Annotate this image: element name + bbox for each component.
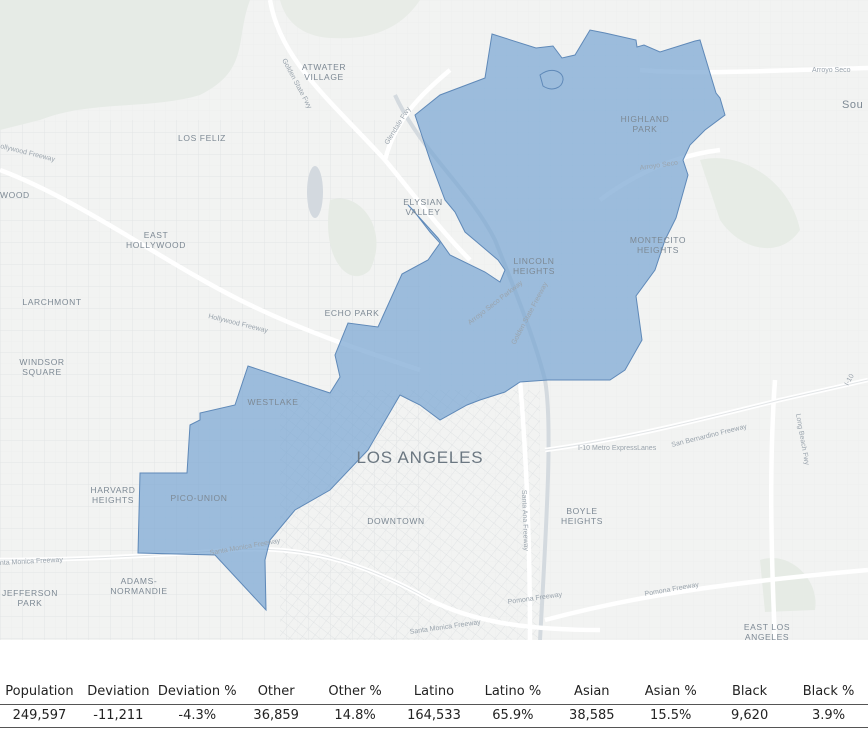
stats-value-cell: -4.3%: [157, 704, 237, 728]
district-stats-table: Population Deviation Deviation % Other Other…: [0, 680, 868, 728]
stats-value-cell: 38,585: [552, 704, 632, 728]
stats-header-cell: Black %: [802, 684, 855, 699]
label-east-hollywood-1: EAST: [144, 230, 169, 240]
stats-header-cell: Population: [5, 684, 74, 699]
label-los-angeles: LOS ANGELES: [357, 448, 484, 467]
label-wood-partial: WOOD: [0, 190, 30, 200]
road-santa-monica-left: nta Monica Freeway: [0, 557, 64, 567]
label-boyle-heights-1: BOYLE: [566, 506, 597, 516]
stats-value-cell: 14.8%: [315, 704, 395, 728]
stats-header-cell: Deviation %: [157, 684, 237, 699]
place-labels: ATWATER VILLAGE LOS FELIZ EAST HOLLYWOOD…: [0, 62, 863, 640]
label-atwater-village-1: ATWATER: [302, 62, 346, 72]
stats-value-cell: 249,597: [0, 704, 79, 728]
stats-header-cell: Other: [257, 684, 295, 699]
stats-header-cell: Black: [732, 684, 768, 699]
silver-lake-reservoir: [307, 166, 323, 218]
label-elysian-valley-1: ELYSIAN: [403, 197, 442, 207]
district-map[interactable]: ATWATER VILLAGE LOS FELIZ EAST HOLLYWOOD…: [0, 0, 868, 640]
griffith-park-area: [0, 0, 250, 130]
stats-header-cell: Latino: [413, 684, 455, 699]
label-adams-normandie-2: NORMANDIE: [110, 586, 167, 596]
label-lincoln-heights-1: LINCOLN: [513, 256, 554, 266]
label-atwater-village-2: VILLAGE: [304, 72, 344, 82]
label-montecito-heights-2: HEIGHTS: [637, 245, 679, 255]
label-lincoln-heights-2: HEIGHTS: [513, 266, 555, 276]
stats-value-row: 249,597 -11,211 -4.3% 36,859 14.8% 164,533 65.…: [0, 704, 868, 728]
district-boundary[interactable]: [137, 29, 726, 612]
label-montecito-heights-1: MONTECITO: [630, 235, 686, 245]
label-boyle-heights-2: HEIGHTS: [561, 516, 603, 526]
label-east-los-angeles-1: EAST LOS: [744, 622, 790, 632]
label-los-feliz: LOS FELIZ: [178, 133, 226, 143]
stats-value-cell: -11,211: [78, 704, 158, 728]
hills-area: [280, 0, 420, 39]
label-jefferson-park-1: JEFFERSON: [2, 588, 58, 598]
label-highland-park-1: HIGHLAND: [621, 114, 670, 124]
road-santa-ana: Santa Ana Freeway: [520, 490, 529, 552]
label-harvard-heights-2: HEIGHTS: [92, 495, 134, 505]
map-canvas: ATWATER VILLAGE LOS FELIZ EAST HOLLYWOOD…: [0, 0, 868, 640]
label-echo-park: ECHO PARK: [325, 308, 380, 318]
label-larchmont: LARCHMONT: [22, 297, 81, 307]
elysian-park-area: [328, 198, 377, 277]
stats-header-cell: Asian %: [644, 684, 697, 699]
stats-header-cell: Asian: [574, 684, 610, 699]
label-east-hollywood-2: HOLLYWOOD: [126, 240, 186, 250]
stats-value-cell: 9,620: [710, 704, 790, 728]
road-arroyo-seco-top: Arroyo Seco: [812, 67, 851, 74]
label-jefferson-park-2: PARK: [18, 598, 43, 608]
label-harvard-heights-1: HARVARD: [91, 485, 136, 495]
stats-value-cell: 164,533: [394, 704, 474, 728]
stats-header-cell: Deviation: [87, 684, 150, 699]
label-windsor-square-1: WINDSOR: [19, 357, 64, 367]
stats-header-cell: Other %: [328, 684, 382, 699]
label-adams-normandie-1: ADAMS-: [121, 576, 158, 586]
label-highland-park-2: PARK: [633, 124, 658, 134]
label-pico-union: PICO-UNION: [171, 493, 228, 503]
label-windsor-square-2: SQUARE: [22, 367, 62, 377]
stats-header-cell: Latino %: [484, 684, 542, 699]
stats-value-cell: 36,859: [236, 704, 316, 728]
park-area-east: [700, 158, 800, 249]
stats-value-cell: 15.5%: [631, 704, 711, 728]
label-elysian-valley-2: VALLEY: [405, 207, 440, 217]
label-downtown: DOWNTOWN: [367, 516, 425, 526]
road-i10-express: I-10 Metro ExpressLanes: [578, 445, 657, 452]
stats-header-row: Population Deviation Deviation % Other Other…: [0, 680, 868, 705]
label-east-los-angeles-2: ANGELES: [745, 632, 789, 640]
stats-value-cell: 3.9%: [789, 704, 868, 728]
label-south-partial: Sou: [842, 99, 863, 111]
label-westlake: WESTLAKE: [247, 397, 298, 407]
stats-value-cell: 65.9%: [473, 704, 553, 728]
